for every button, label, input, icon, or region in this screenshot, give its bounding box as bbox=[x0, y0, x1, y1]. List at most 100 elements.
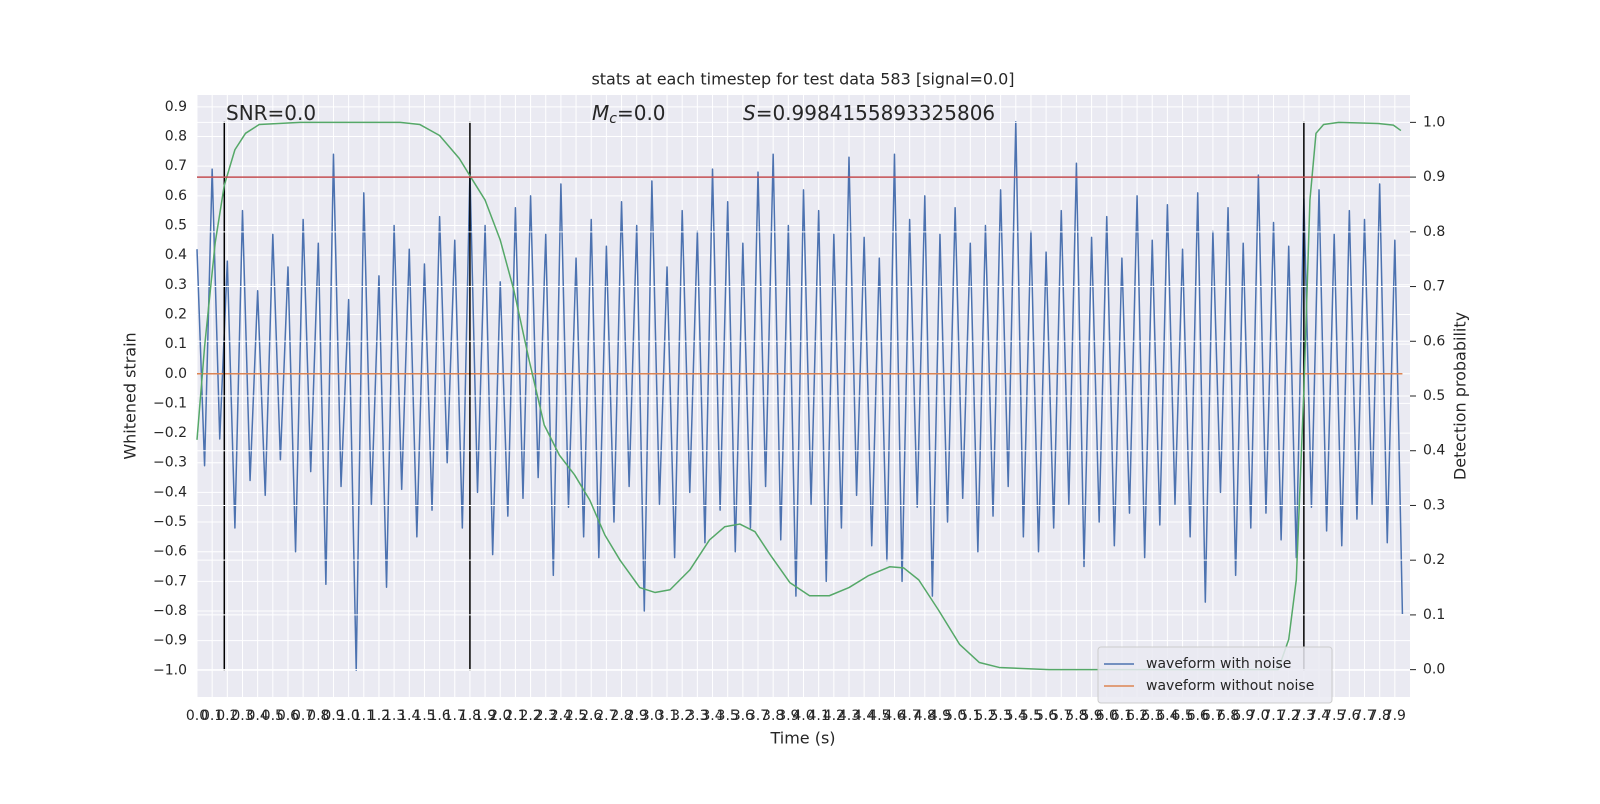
y-tick-label: 0.5 bbox=[165, 217, 187, 233]
y2-tick-label: 0.9 bbox=[1423, 169, 1445, 185]
y2-tick-label: 0.7 bbox=[1423, 279, 1445, 295]
x-tick-label: 5.4 bbox=[1005, 708, 1027, 724]
y-tick-label: 0.9 bbox=[165, 99, 187, 115]
y-tick-label: −0.2 bbox=[153, 425, 187, 441]
x-tick-label: 3.6 bbox=[732, 708, 754, 724]
y-tick-label: 0.8 bbox=[165, 129, 187, 145]
x-tick-label: 6.1 bbox=[1111, 708, 1133, 724]
x-tick-label: 6.9 bbox=[1232, 708, 1254, 724]
x-tick-label: 7.3 bbox=[1293, 708, 1315, 724]
x-tick-label: 0.7 bbox=[292, 708, 314, 724]
x-tick-label: 4.3 bbox=[838, 708, 860, 724]
line-series bbox=[196, 120, 1404, 672]
y-tick-label: −0.6 bbox=[153, 544, 187, 560]
x-axis-label: Time (s) bbox=[769, 729, 835, 748]
x-tick-label: 7.7 bbox=[1353, 708, 1375, 724]
x-tick-label: 2.4 bbox=[550, 708, 572, 724]
x-tick-label: 7.8 bbox=[1369, 708, 1391, 724]
y-tick-label: 0.4 bbox=[165, 247, 187, 263]
y-tick-label: 0.0 bbox=[165, 366, 187, 382]
x-tick-label: 6.7 bbox=[1202, 708, 1224, 724]
x-tick-label: 6.5 bbox=[1171, 708, 1193, 724]
x-tick-label: 6.6 bbox=[1187, 708, 1209, 724]
y-tick-label: −0.5 bbox=[153, 514, 187, 530]
x-tick-label: 2.7 bbox=[595, 708, 617, 724]
x-tick-label: 3.3 bbox=[686, 708, 708, 724]
y-tick-label: 0.6 bbox=[165, 188, 187, 204]
x-tick-label: 5.9 bbox=[1080, 708, 1102, 724]
annotation-text: SNR=0.0 bbox=[226, 101, 316, 125]
x-tick-label: 0.4 bbox=[247, 708, 269, 724]
annotation-symbol: M bbox=[592, 101, 609, 125]
y-tick-label: 0.1 bbox=[165, 336, 187, 352]
annotation: S=0.9984155893325806 bbox=[743, 101, 995, 125]
y-tick-label: −0.1 bbox=[153, 395, 187, 411]
x-tick-label: 0.6 bbox=[277, 708, 299, 724]
y2-axis-label: Detection probability bbox=[1451, 312, 1470, 480]
x-tick-label: 4.8 bbox=[914, 708, 936, 724]
x-tick-label: 1.3 bbox=[383, 708, 405, 724]
x-tick-label: 4.5 bbox=[868, 708, 890, 724]
x-tick-label: 0.9 bbox=[322, 708, 344, 724]
x-tick-label: 7.6 bbox=[1338, 708, 1360, 724]
x-tick-label: 3.4 bbox=[701, 708, 723, 724]
x-tick-label: 2.1 bbox=[504, 708, 526, 724]
y-tick-label: −0.3 bbox=[153, 455, 187, 471]
x-tick-label: 3.1 bbox=[656, 708, 678, 724]
x-tick-label: 0.8 bbox=[307, 708, 329, 724]
x-tick-label: 4.0 bbox=[792, 708, 814, 724]
x-tick-label: 6.8 bbox=[1217, 708, 1239, 724]
x-tick-label: 4.7 bbox=[899, 708, 921, 724]
x-tick-label: 6.4 bbox=[1156, 708, 1178, 724]
x-tick-label: 3.5 bbox=[717, 708, 739, 724]
x-tick-label: 0.0 bbox=[186, 708, 208, 724]
x-tick-label: 2.6 bbox=[580, 708, 602, 724]
x-tick-label: 5.8 bbox=[1065, 708, 1087, 724]
x-tick-label: 1.9 bbox=[474, 708, 496, 724]
x-tick-label: 5.2 bbox=[974, 708, 996, 724]
x-tick-label: 2.9 bbox=[626, 708, 648, 724]
x-tick-label: 5.6 bbox=[1035, 708, 1057, 724]
x-tick-label: 1.7 bbox=[444, 708, 466, 724]
x-tick-label: 2.3 bbox=[535, 708, 557, 724]
y2-tick-label: 0.6 bbox=[1423, 333, 1445, 349]
x-tick-label: 3.9 bbox=[777, 708, 799, 724]
x-tick-label: 6.0 bbox=[1096, 708, 1118, 724]
x-tick-label: 1.5 bbox=[413, 708, 435, 724]
x-tick-label: 7.5 bbox=[1323, 708, 1345, 724]
y-tick-label: 0.7 bbox=[165, 158, 187, 174]
annotation-text: =0.0 bbox=[617, 101, 666, 125]
x-tick-label: 1.0 bbox=[337, 708, 359, 724]
y2-tick-label: 0.2 bbox=[1423, 552, 1445, 568]
annotation-text: =0.9984155893325806 bbox=[756, 101, 995, 125]
x-tick-label: 0.2 bbox=[216, 708, 238, 724]
x-tick-label: 0.3 bbox=[231, 708, 253, 724]
y-axis-label: Whitened strain bbox=[121, 332, 140, 459]
x-tick-label: 1.6 bbox=[428, 708, 450, 724]
annotation-subscript: c bbox=[609, 111, 617, 127]
y2-tick-label: 0.0 bbox=[1423, 662, 1445, 678]
x-tick-label: 1.1 bbox=[353, 708, 375, 724]
x-tick-label: 7.0 bbox=[1247, 708, 1269, 724]
x-tick-label: 2.5 bbox=[565, 708, 587, 724]
x-tick-label: 7.9 bbox=[1384, 708, 1406, 724]
x-tick-label: 4.2 bbox=[823, 708, 845, 724]
y2-tick-label: 1.0 bbox=[1423, 114, 1445, 130]
x-tick-label: 5.0 bbox=[944, 708, 966, 724]
x-tick-label: 0.1 bbox=[201, 708, 223, 724]
y2-tick-label: 0.5 bbox=[1423, 388, 1445, 404]
annotation: SNR=0.0 bbox=[226, 101, 316, 125]
y-tick-label: 0.2 bbox=[165, 306, 187, 322]
x-tick-label: 5.7 bbox=[1050, 708, 1072, 724]
annotation-symbol: S bbox=[743, 101, 756, 125]
x-tick-label: 4.9 bbox=[929, 708, 951, 724]
x-tick-label: 3.2 bbox=[671, 708, 693, 724]
x-tick-label: 4.1 bbox=[808, 708, 830, 724]
x-tick-label: 0.5 bbox=[262, 708, 284, 724]
legend-label: waveform without noise bbox=[1146, 678, 1314, 694]
y-tick-label: −0.9 bbox=[153, 633, 187, 649]
chart-title: stats at each timestep for test data 583… bbox=[591, 70, 1014, 89]
y2-tick-label: 0.1 bbox=[1423, 607, 1445, 623]
x-tick-label: 3.7 bbox=[747, 708, 769, 724]
